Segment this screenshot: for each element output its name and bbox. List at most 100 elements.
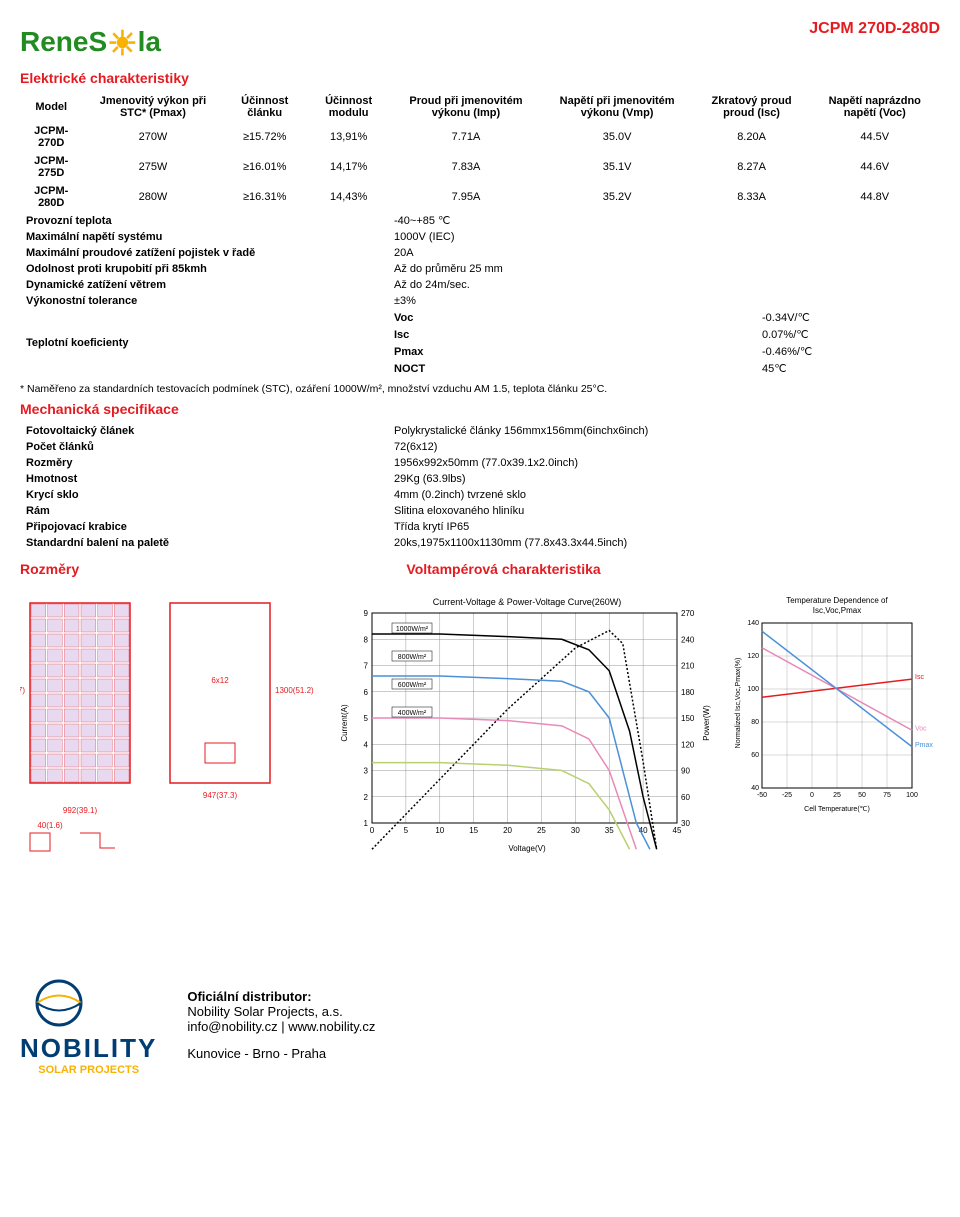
svg-text:1956(77): 1956(77) bbox=[20, 686, 25, 695]
svg-text:-50: -50 bbox=[757, 792, 767, 799]
svg-text:400W/m²: 400W/m² bbox=[397, 710, 426, 717]
svg-text:25: 25 bbox=[833, 792, 841, 799]
svg-text:Current(A): Current(A) bbox=[340, 704, 349, 742]
table-header: Účinnost modulu bbox=[306, 92, 391, 122]
table-header: Model bbox=[20, 92, 82, 122]
table-row: Výkonostní tolerance±3% bbox=[20, 293, 940, 309]
svg-text:30: 30 bbox=[571, 826, 580, 835]
table-row: Počet článků72(6x12) bbox=[20, 439, 940, 455]
table-row: Dynamické zatížení větremAž do 24m/sec. bbox=[20, 277, 940, 293]
distributor-cities: Kunovice - Brno - Praha bbox=[187, 1046, 375, 1061]
svg-text:3: 3 bbox=[363, 767, 368, 776]
table-row: Krycí sklo4mm (0.2inch) tvrzené sklo bbox=[20, 487, 940, 503]
sun-icon: ☀ bbox=[107, 25, 137, 63]
svg-text:2: 2 bbox=[363, 793, 368, 802]
svg-text:75: 75 bbox=[883, 792, 891, 799]
svg-text:30: 30 bbox=[681, 819, 690, 828]
svg-text:60: 60 bbox=[752, 752, 760, 759]
dimensions-title: Rozměry bbox=[20, 561, 388, 577]
svg-text:Normalized Isc,Voc,Pmax(%): Normalized Isc,Voc,Pmax(%) bbox=[735, 658, 742, 749]
table-row: Maximální proudové zatížení pojistek v ř… bbox=[20, 245, 940, 261]
svg-text:35: 35 bbox=[604, 826, 613, 835]
distributor-company: Nobility Solar Projects, a.s. bbox=[187, 1004, 375, 1019]
distributor-title: Oficiální distributor: bbox=[187, 989, 375, 1004]
svg-text:1000W/m²: 1000W/m² bbox=[395, 626, 428, 633]
table-row: Hmotnost29Kg (63.9lbs) bbox=[20, 471, 940, 487]
svg-text:60: 60 bbox=[681, 793, 690, 802]
table-header: Napětí naprázdno napětí (Voc) bbox=[810, 92, 940, 122]
svg-text:120: 120 bbox=[681, 740, 695, 749]
svg-text:Voltage(V): Voltage(V) bbox=[508, 844, 546, 853]
table-row: Teplotní koeficientyVoc-0.34V/℃ bbox=[20, 309, 940, 326]
dimensions-drawing: 992(39.1) 1956(77) 1300(51.2) 947(37.3) 40(1… bbox=[20, 593, 317, 853]
svg-text:80: 80 bbox=[752, 719, 760, 726]
svg-text:1: 1 bbox=[363, 819, 368, 828]
svg-text:100: 100 bbox=[748, 686, 760, 693]
header: ReneS☀la JCPM 270D-280D bbox=[20, 20, 940, 60]
svg-text:Isc,Voc,Pmax: Isc,Voc,Pmax bbox=[813, 606, 861, 615]
distributor-contact: info@nobility.cz | www.nobility.cz bbox=[187, 1019, 375, 1034]
svg-text:1300(51.2): 1300(51.2) bbox=[275, 686, 314, 695]
table-row: JCPM-280D280W≥16.31%14,43%7.95A35.2V8.33… bbox=[20, 182, 940, 212]
iv-chart: Current-Voltage & Power-Voltage Curve(26… bbox=[337, 593, 713, 853]
table-row: Standardní balení na paletě20ks,1975x110… bbox=[20, 535, 940, 551]
svg-text:8: 8 bbox=[363, 635, 368, 644]
specs-table: Provozní teplota-40~+85 ℃Maximální napět… bbox=[20, 212, 940, 309]
nobility-wordmark: NOBILITY bbox=[20, 1033, 157, 1064]
table-row: Odolnost proti krupobití při 85kmhAž do … bbox=[20, 261, 940, 277]
svg-text:20: 20 bbox=[503, 826, 512, 835]
nobility-globe-icon bbox=[29, 973, 149, 1033]
svg-text:40: 40 bbox=[752, 785, 760, 792]
table-header: Jmenovitý výkon při STC* (Pmax) bbox=[82, 92, 223, 122]
distributor-info: Oficiální distributor: Nobility Solar Pr… bbox=[187, 989, 375, 1061]
table-row: JCPM-275D275W≥16.01%14,17%7.83A35.1V8.27… bbox=[20, 152, 940, 182]
svg-text:7: 7 bbox=[363, 662, 368, 671]
product-code: JCPM 270D-280D bbox=[809, 20, 940, 38]
svg-text:Temperature Dependence of: Temperature Dependence of bbox=[787, 596, 889, 605]
svg-text:Pmax: Pmax bbox=[915, 742, 933, 749]
svg-text:Voc: Voc bbox=[915, 725, 927, 732]
svg-text:90: 90 bbox=[681, 767, 690, 776]
temp-coeff-table: Teplotní koeficientyVoc-0.34V/℃Isc0.07%/… bbox=[20, 309, 940, 377]
table-row: Maximální napětí systému1000V (IEC) bbox=[20, 229, 940, 245]
svg-text:Isc: Isc bbox=[915, 674, 924, 681]
svg-text:Cell Temperature(℃): Cell Temperature(℃) bbox=[805, 806, 871, 813]
svg-text:50: 50 bbox=[858, 792, 866, 799]
svg-text:6: 6 bbox=[363, 688, 368, 697]
svg-text:140: 140 bbox=[748, 620, 760, 627]
svg-text:5: 5 bbox=[403, 826, 408, 835]
svg-text:25: 25 bbox=[537, 826, 546, 835]
svg-text:992(39.1): 992(39.1) bbox=[63, 806, 98, 815]
svg-text:10: 10 bbox=[435, 826, 444, 835]
svg-text:800W/m²: 800W/m² bbox=[397, 654, 426, 661]
table-header: Napětí při jmenovitém výkonu (Vmp) bbox=[541, 92, 694, 122]
svg-text:947(37.3): 947(37.3) bbox=[203, 791, 238, 800]
svg-text:100: 100 bbox=[907, 792, 919, 799]
svg-text:40(1.6): 40(1.6) bbox=[37, 821, 63, 830]
svg-text:600W/m²: 600W/m² bbox=[397, 682, 426, 689]
svg-text:-25: -25 bbox=[782, 792, 792, 799]
electrical-table: ModelJmenovitý výkon při STC* (Pmax) Účin… bbox=[20, 92, 940, 212]
svg-text:210: 210 bbox=[681, 662, 695, 671]
table-row: Provozní teplota-40~+85 ℃ bbox=[20, 212, 940, 229]
svg-text:9: 9 bbox=[363, 609, 368, 618]
svg-text:180: 180 bbox=[681, 688, 695, 697]
table-row: JCPM-270D270W≥15.72%13,91%7.71A35.0V8.20… bbox=[20, 122, 940, 152]
svg-text:270: 270 bbox=[681, 609, 695, 618]
svg-text:150: 150 bbox=[681, 714, 695, 723]
svg-text:0: 0 bbox=[369, 826, 374, 835]
svg-text:6x12: 6x12 bbox=[211, 676, 229, 685]
table-row: RámSlitina eloxovaného hliníku bbox=[20, 503, 940, 519]
svg-text:0: 0 bbox=[810, 792, 814, 799]
svg-text:15: 15 bbox=[469, 826, 478, 835]
svg-text:5: 5 bbox=[363, 714, 368, 723]
table-header: Zkratový proud proud (Isc) bbox=[694, 92, 810, 122]
table-row: Rozměry1956x992x50mm (77.0x39.1x2.0inch) bbox=[20, 455, 940, 471]
svg-text:4: 4 bbox=[363, 740, 368, 749]
electrical-section-title: Elektrické charakteristiky bbox=[20, 70, 940, 86]
table-row: Připojovací krabiceTřída krytí IP65 bbox=[20, 519, 940, 535]
svg-text:240: 240 bbox=[681, 635, 695, 644]
stc-footnote: * Naměřeno za standardních testovacích p… bbox=[20, 383, 940, 395]
svg-text:Current-Voltage & Power-Voltag: Current-Voltage & Power-Voltage Curve(26… bbox=[432, 597, 621, 607]
mechanical-section-title: Mechanická specifikace bbox=[20, 401, 940, 417]
